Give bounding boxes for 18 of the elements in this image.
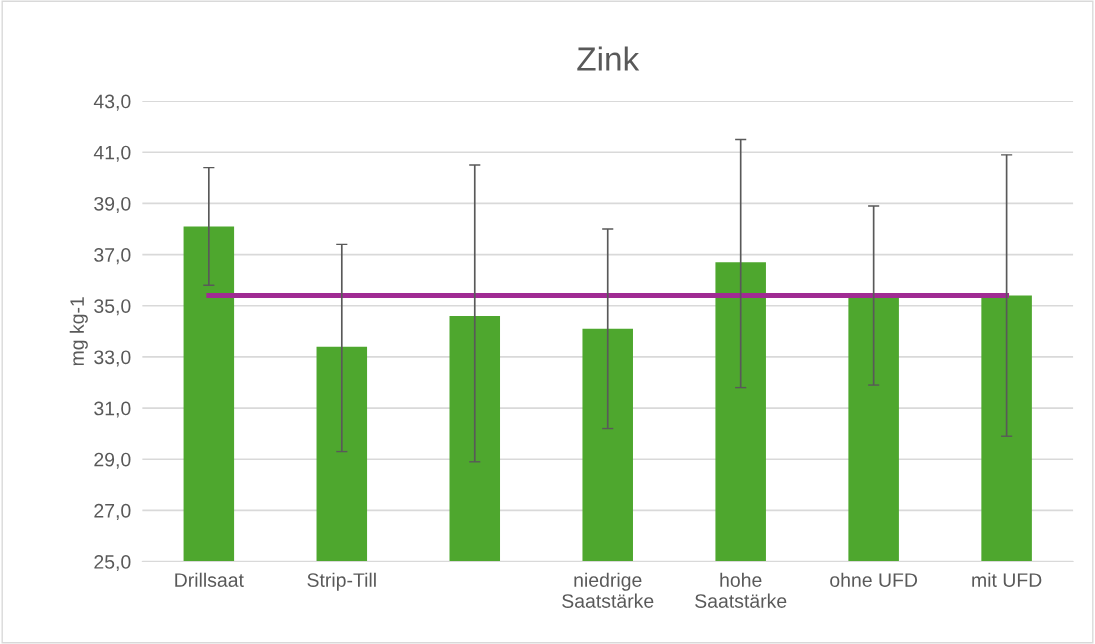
y-tick-label: 39,0 — [94, 196, 131, 213]
chart-title: Zink — [577, 46, 640, 71]
x-tick-label: Strip-Till — [307, 572, 376, 591]
y-tick-label: 33,0 — [94, 350, 131, 367]
x-tick-label: mit UFD — [972, 572, 1042, 587]
x-tick-label: hohe Saatstärke — [695, 572, 787, 608]
y-tick-label: 35,0 — [94, 299, 131, 316]
x-tick-label: Drillsaat — [175, 572, 244, 587]
y-tick-label: 31,0 — [94, 401, 131, 418]
y-axis-title: mg kg-1 — [69, 297, 88, 366]
y-tick-label: 37,0 — [94, 248, 131, 265]
y-tick-label: 27,0 — [94, 503, 131, 520]
y-tick-label: 25,0 — [94, 555, 131, 572]
x-tick-label: ohne UFD — [830, 572, 918, 587]
y-tick-label: 29,0 — [94, 452, 131, 469]
x-tick-label: niedrige Saatstärke — [562, 572, 654, 608]
y-tick-label: 41,0 — [93, 145, 131, 162]
y-tick-label: 43,0 — [93, 94, 131, 111]
